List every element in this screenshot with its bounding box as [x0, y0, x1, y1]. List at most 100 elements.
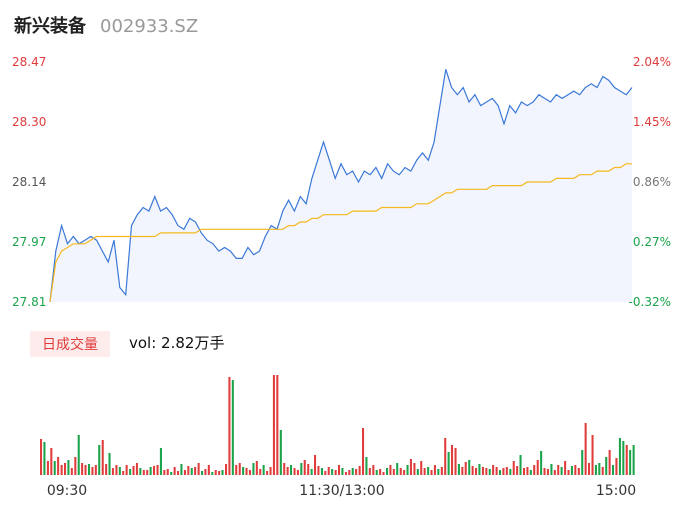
stock-code: 002933.SZ: [100, 16, 199, 37]
volume-bar: [546, 469, 549, 475]
volume-bar: [523, 468, 526, 475]
volume-bar: [190, 468, 193, 475]
volume-bar: [444, 438, 447, 475]
volume-bar: [77, 435, 80, 475]
volume-bar: [153, 466, 156, 475]
y-axis-right-tick: 0.27%: [633, 235, 671, 249]
volume-bar: [567, 470, 570, 475]
volume-bar: [516, 466, 519, 475]
volume-bar: [457, 464, 460, 475]
volume-bar: [156, 465, 159, 475]
volume-bar: [577, 468, 580, 475]
volume-bar: [396, 463, 399, 475]
volume-bar: [170, 472, 173, 475]
volume-bar: [81, 463, 84, 475]
volume-bar: [409, 459, 412, 475]
volume-bar: [451, 445, 454, 475]
volume-bar: [177, 471, 180, 475]
volume-bar: [553, 470, 556, 475]
volume-bar: [303, 460, 306, 475]
volume-bar: [529, 470, 532, 475]
volume-bar: [122, 471, 125, 475]
y-axis-left-tick: 27.97: [12, 235, 46, 249]
volume-bar: [279, 430, 282, 475]
volume-bar: [365, 457, 368, 475]
volume-bar: [485, 468, 488, 475]
volume-readout: vol: 2.82万手: [129, 334, 225, 352]
volume-bar: [379, 469, 382, 475]
volume-bar: [334, 470, 337, 475]
volume-bar: [57, 457, 60, 475]
volume-bar: [608, 450, 611, 475]
volume-bar: [149, 467, 152, 475]
volume-bar: [242, 467, 245, 475]
volume-bar: [464, 462, 467, 475]
volume-bar: [293, 468, 296, 475]
volume-bar: [375, 470, 378, 475]
x-axis-tick: 09:30: [47, 483, 87, 499]
volume-bar: [423, 468, 426, 475]
volume-bar: [231, 380, 234, 475]
volume-bar: [327, 467, 330, 475]
volume-bar: [50, 448, 53, 475]
volume-bar: [488, 469, 491, 475]
volume-bar: [492, 465, 495, 475]
volume-bar: [584, 423, 587, 475]
volume-bar: [98, 445, 101, 475]
volume-bar: [320, 468, 323, 475]
volume-bar: [338, 465, 341, 475]
volume-bar: [139, 468, 142, 475]
y-axis-right-tick: -0.32%: [629, 295, 671, 309]
volume-bar: [290, 465, 293, 475]
volume-bar: [543, 468, 546, 475]
volume-bar: [505, 467, 508, 475]
volume-bar: [461, 467, 464, 475]
volume-bar: [509, 469, 512, 475]
volume-bar: [612, 465, 615, 475]
volume-bar: [43, 442, 46, 475]
volume-bar: [108, 453, 111, 475]
x-axis-tick: 11:30/13:00: [299, 483, 384, 499]
volume-bar: [540, 451, 543, 475]
volume-bar: [283, 463, 286, 475]
volume-bar: [194, 467, 197, 475]
volume-bar: [454, 448, 457, 475]
volume-bar: [163, 470, 166, 475]
volume-bar: [581, 450, 584, 475]
volume-bar: [420, 461, 423, 475]
volume-bar: [262, 465, 265, 475]
volume-bar: [502, 468, 505, 475]
volume-bar: [183, 470, 186, 475]
volume-bar: [382, 472, 385, 475]
average-price-line: [49, 163, 632, 303]
volume-bar: [341, 468, 344, 475]
volume-bar: [632, 445, 635, 475]
volume-bar: [146, 470, 149, 475]
daily-volume-badge[interactable]: 日成交量: [30, 331, 110, 357]
volume-bar: [557, 465, 560, 475]
volume-bar: [211, 472, 214, 475]
volume-bar: [560, 467, 563, 475]
volume-bar: [351, 468, 354, 475]
volume-bar: [413, 463, 416, 475]
volume-bar: [550, 464, 553, 475]
volume-bar: [159, 448, 162, 475]
volume-bar: [588, 463, 591, 475]
volume-bar: [618, 438, 621, 475]
volume-bar: [225, 464, 228, 475]
volume-bar: [74, 457, 77, 475]
volume-bar: [266, 471, 269, 475]
volume-bar: [67, 460, 70, 475]
volume-bar: [478, 464, 481, 475]
volume-bar: [598, 463, 601, 475]
volume-bar: [386, 468, 389, 475]
volume-bar: [101, 440, 104, 475]
volume-bar: [399, 468, 402, 475]
volume-bar: [129, 469, 132, 475]
volume-bar: [481, 467, 484, 475]
volume-bar: [430, 470, 433, 475]
volume-bar: [314, 455, 317, 475]
volume-bar: [105, 464, 108, 475]
volume-bar: [437, 469, 440, 475]
y-axis-left-tick: 28.47: [12, 55, 46, 69]
